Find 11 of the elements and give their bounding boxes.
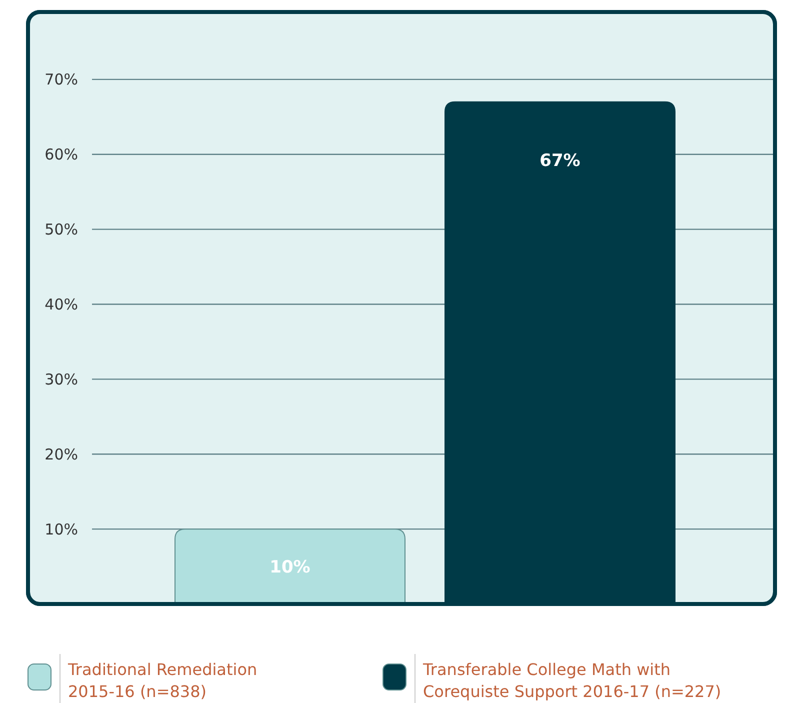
legend-label: Transferable College Math with Corequiste Support 2016-17 (n=227) — [422, 660, 722, 701]
data-label: 10% — [270, 557, 310, 578]
data-label: 67% — [540, 150, 580, 171]
y-tick-label: 30% — [44, 370, 78, 388]
y-tick-label: 20% — [44, 445, 78, 464]
y-tick-label: 50% — [44, 220, 78, 239]
y-tick-label: 10% — [44, 520, 78, 538]
y-tick-label: 40% — [44, 296, 78, 314]
y-tick-label: 60% — [44, 146, 78, 164]
y-tick-label: 70% — [44, 70, 78, 89]
legend-label: Traditional Remediation 2015-16 (n=838) — [67, 660, 258, 701]
